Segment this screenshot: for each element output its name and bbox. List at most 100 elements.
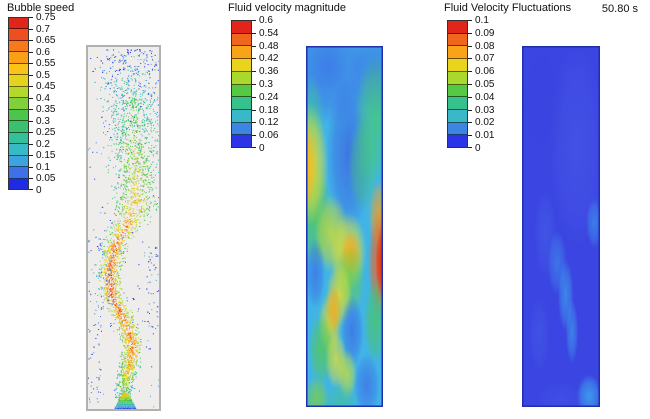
colorbar-tick-mark — [468, 71, 472, 72]
colorbar-tick-label: 0.05 — [475, 79, 495, 90]
colorbar-tick-mark — [252, 71, 256, 72]
colorbar-tick-mark — [29, 17, 33, 18]
colorbar-tick-mark — [29, 75, 33, 76]
colorbar-tick-mark — [252, 135, 256, 136]
colorbar-tick-label: 0.03 — [475, 105, 495, 116]
colorbar-segment — [9, 40, 28, 53]
colorbar-segment — [9, 178, 28, 190]
colorbar-segment — [448, 109, 467, 123]
colorbar-segment — [448, 59, 467, 72]
colorbar-tick-label: 0.04 — [475, 92, 495, 103]
colorbar-tick-mark — [468, 84, 472, 85]
colorbar-tick-label: 0.06 — [475, 66, 495, 77]
colorbar-segment — [9, 167, 28, 179]
colorbar-segment — [448, 135, 467, 148]
colorbar-tick-label: 0.05 — [36, 173, 56, 184]
colorbar-tick-label: 0.12 — [259, 117, 279, 128]
colorbar-tick-mark — [468, 33, 472, 34]
colorbar-tick-mark — [29, 86, 33, 87]
legend-title-bubble-speed: Bubble speed — [7, 2, 75, 14]
colorbar-tick-mark — [29, 167, 33, 168]
colorbar-tick-label: 0.35 — [36, 104, 56, 115]
colorbar-tick-label: 0.48 — [259, 41, 279, 52]
legend-title-velocity-fluctuations: Fluid Velocity Fluctuations — [444, 2, 572, 14]
colorbar-tick-mark — [252, 33, 256, 34]
colorbar-tick-label: 0.7 — [36, 24, 50, 35]
colorbar-tick-label: 0.06 — [259, 130, 279, 141]
colorbar-segment — [9, 132, 28, 145]
colorbar-tick-label: 0.42 — [259, 53, 279, 64]
colorbar-tick-label: 0.09 — [475, 28, 495, 39]
colorbar-tick-label: 0.3 — [259, 79, 273, 90]
colorbar-tick-mark — [252, 122, 256, 123]
colorbar-velocity-magnitude — [231, 20, 252, 148]
colorbar-tick-mark — [252, 58, 256, 59]
colorbar-tick-mark — [29, 98, 33, 99]
colorbar-tick-mark — [468, 147, 472, 148]
colorbar-tick-mark — [252, 20, 256, 21]
colorbar-segment — [9, 29, 28, 41]
colorbar-tick-mark — [29, 29, 33, 30]
colorbar-tick-mark — [29, 63, 33, 64]
colorbar-tick-label: 0.1 — [475, 15, 489, 26]
colorbar-segment — [448, 71, 467, 85]
colorbar-tick-mark — [252, 147, 256, 148]
colorbar-segment — [232, 71, 251, 85]
colorbar-tick-mark — [468, 20, 472, 21]
colorbar-tick-label: 0.1 — [36, 162, 50, 173]
colorbar-segment — [448, 33, 467, 47]
colorbar-segment — [448, 21, 467, 34]
colorbar-tick-label: 0.25 — [36, 127, 56, 138]
legend-bubble-speed: Bubble speed 0.75 0.7 0.65 0.6 0.55 0.5 0.45 0.… — [7, 2, 75, 196]
colorbar-tick-mark — [468, 110, 472, 111]
colorbar-tick-label: 0.15 — [36, 150, 56, 161]
colorbar-segment — [9, 52, 28, 64]
colorbar-tick-label: 0.07 — [475, 53, 495, 64]
colorbar-tick-label: 0.5 — [36, 70, 50, 81]
colorbar-segment — [448, 122, 467, 136]
colorbar-bubble-speed — [8, 17, 29, 190]
colorbar-tick-mark — [252, 97, 256, 98]
colorbar-segment — [232, 59, 251, 72]
colorbar-tick-label: 0.45 — [36, 81, 56, 92]
colorbar-segment — [9, 63, 28, 76]
colorbar-segment — [232, 109, 251, 123]
legend-velocity-fluctuations: Fluid Velocity Fluctuations 0.1 0.09 0.08 0… — [444, 2, 572, 154]
colorbar-tick-label: 0.54 — [259, 28, 279, 39]
colorbar-tick-mark — [29, 178, 33, 179]
colorbar-tick-label: 0.18 — [259, 105, 279, 116]
colorbar-tick-mark — [29, 144, 33, 145]
colorbar-velocity-fluctuations — [447, 20, 468, 148]
colorbar-segment — [232, 21, 251, 34]
colorbar-segment — [448, 97, 467, 110]
colorbar-tick-label: 0.08 — [475, 41, 495, 52]
colorbar-segment — [9, 18, 28, 30]
legend-title-velocity-magnitude: Fluid velocity magnitude — [228, 2, 347, 14]
colorbar-segment — [448, 46, 467, 60]
colorbar-segment — [232, 84, 251, 98]
colorbar-segment — [9, 86, 28, 99]
colorbar-segment — [9, 121, 28, 133]
colorbar-tick-label: 0.6 — [36, 47, 50, 58]
colorbar-segment — [232, 122, 251, 136]
colorbar-tick-label: 0.3 — [36, 116, 50, 127]
colorbar-tick-mark — [29, 155, 33, 156]
colorbar-tick-mark — [252, 46, 256, 47]
colorbar-segment — [9, 155, 28, 168]
colorbar-tick-mark — [29, 121, 33, 122]
colorbar-tick-mark — [468, 46, 472, 47]
colorbar-tick-mark — [29, 132, 33, 133]
colorbar-tick-label: 0.4 — [36, 93, 50, 104]
colorbar-tick-mark — [29, 52, 33, 53]
simulation-time-label: 50.80 s — [601, 3, 638, 15]
colorbar-tick-mark — [468, 97, 472, 98]
colorbar-tick-label: 0.24 — [259, 92, 279, 103]
colorbar-tick-label: 0.01 — [475, 130, 495, 141]
colorbar-tick-mark — [29, 40, 33, 41]
colorbar-segment — [448, 84, 467, 98]
colorbar-tick-label: 0.75 — [36, 12, 56, 23]
colorbar-tick-label: 0.55 — [36, 58, 56, 69]
colorbar-tick-label: 0 — [36, 185, 42, 196]
colorbar-tick-mark — [252, 84, 256, 85]
